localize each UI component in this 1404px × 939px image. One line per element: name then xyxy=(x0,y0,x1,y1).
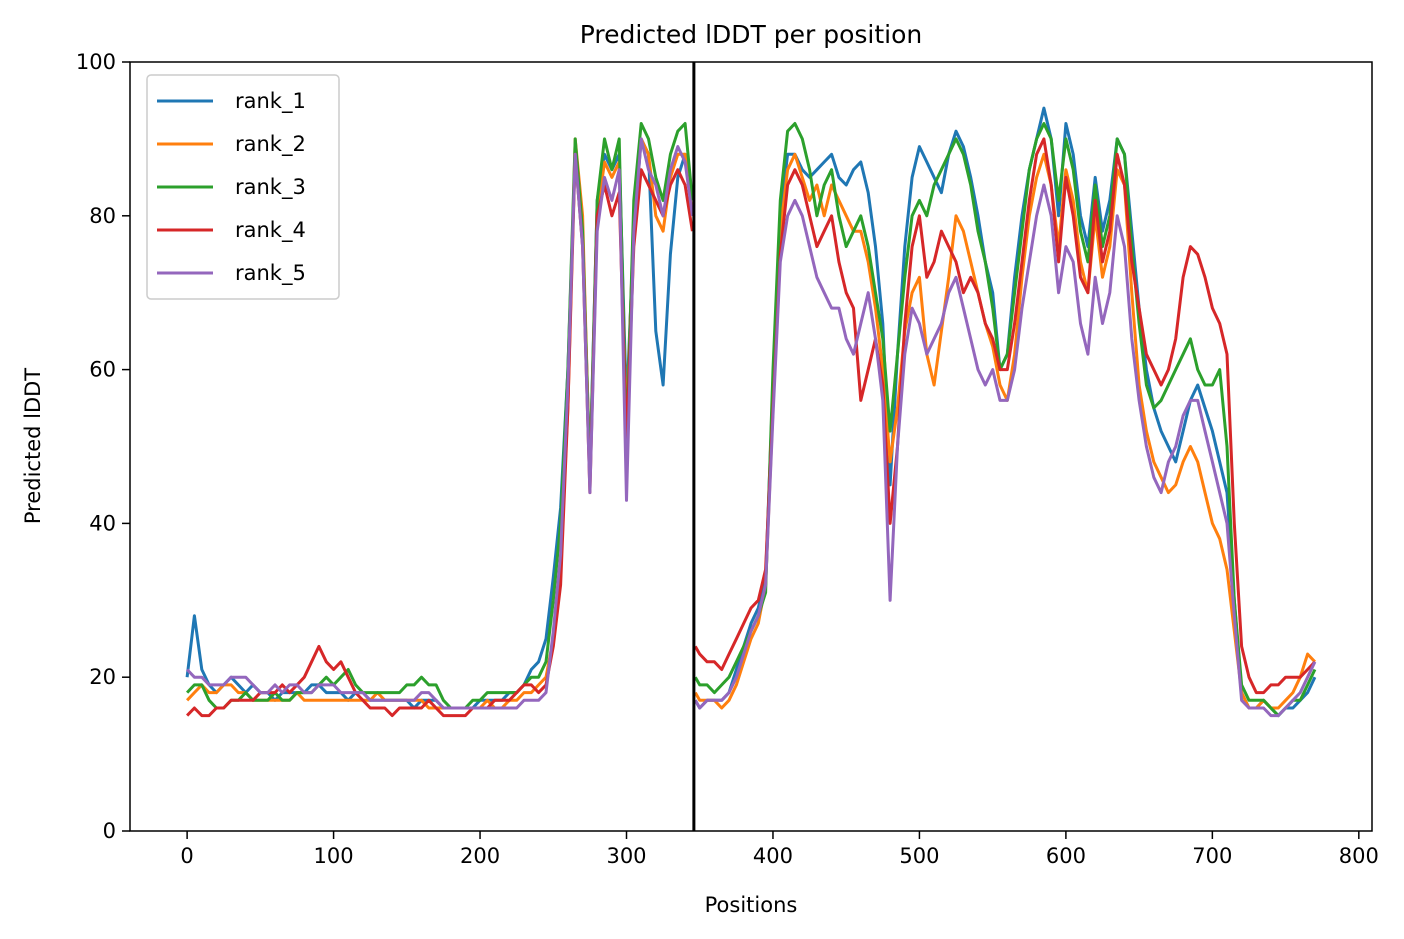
legend-label-rank_2: rank_2 xyxy=(235,132,306,157)
x-axis-label: Positions xyxy=(705,893,798,917)
y-tick-label: 100 xyxy=(76,50,116,74)
x-tick-label: 500 xyxy=(899,844,939,868)
legend-label-rank_1: rank_1 xyxy=(235,89,306,114)
series-line-rank_3 xyxy=(186,122,1317,718)
legend-label-rank_3: rank_3 xyxy=(235,175,306,200)
legend-label-rank_5: rank_5 xyxy=(235,261,306,286)
legend: rank_1 rank_2 rank_3 rank_4 rank_5 xyxy=(146,74,340,300)
x-tick-label: 600 xyxy=(1046,844,1086,868)
x-tick-label: 400 xyxy=(753,844,793,868)
y-tick-label: 20 xyxy=(89,665,116,689)
x-tick-label: 100 xyxy=(314,844,354,868)
x-tick-label: 800 xyxy=(1339,844,1379,868)
x-tick-label: 300 xyxy=(606,844,646,868)
y-axis-label: Predicted lDDT xyxy=(21,368,45,524)
y-tick-label: 60 xyxy=(89,358,116,382)
y-axis: 0 20 40 60 80 100 xyxy=(76,50,130,843)
chart-title: Predicted lDDT per position xyxy=(580,20,922,49)
legend-box xyxy=(146,74,340,300)
y-tick-label: 80 xyxy=(89,204,116,228)
plot-frame xyxy=(129,61,1373,832)
y-tick-label: 0 xyxy=(103,819,116,843)
series-line-rank_2 xyxy=(186,137,1316,710)
series-line-rank_4 xyxy=(186,137,1316,718)
series-lines xyxy=(185,106,1317,718)
y-tick-label: 40 xyxy=(89,511,116,535)
x-tick-label: 200 xyxy=(460,844,500,868)
legend-label-rank_4: rank_4 xyxy=(235,218,306,243)
x-tick-label: 700 xyxy=(1192,844,1232,868)
x-tick-label: 0 xyxy=(180,844,193,868)
x-axis: 0 100 200 300 400 500 600 700 800 xyxy=(180,831,1379,868)
series-line-rank_1 xyxy=(185,106,1317,718)
series-line-rank_5 xyxy=(186,137,1317,718)
